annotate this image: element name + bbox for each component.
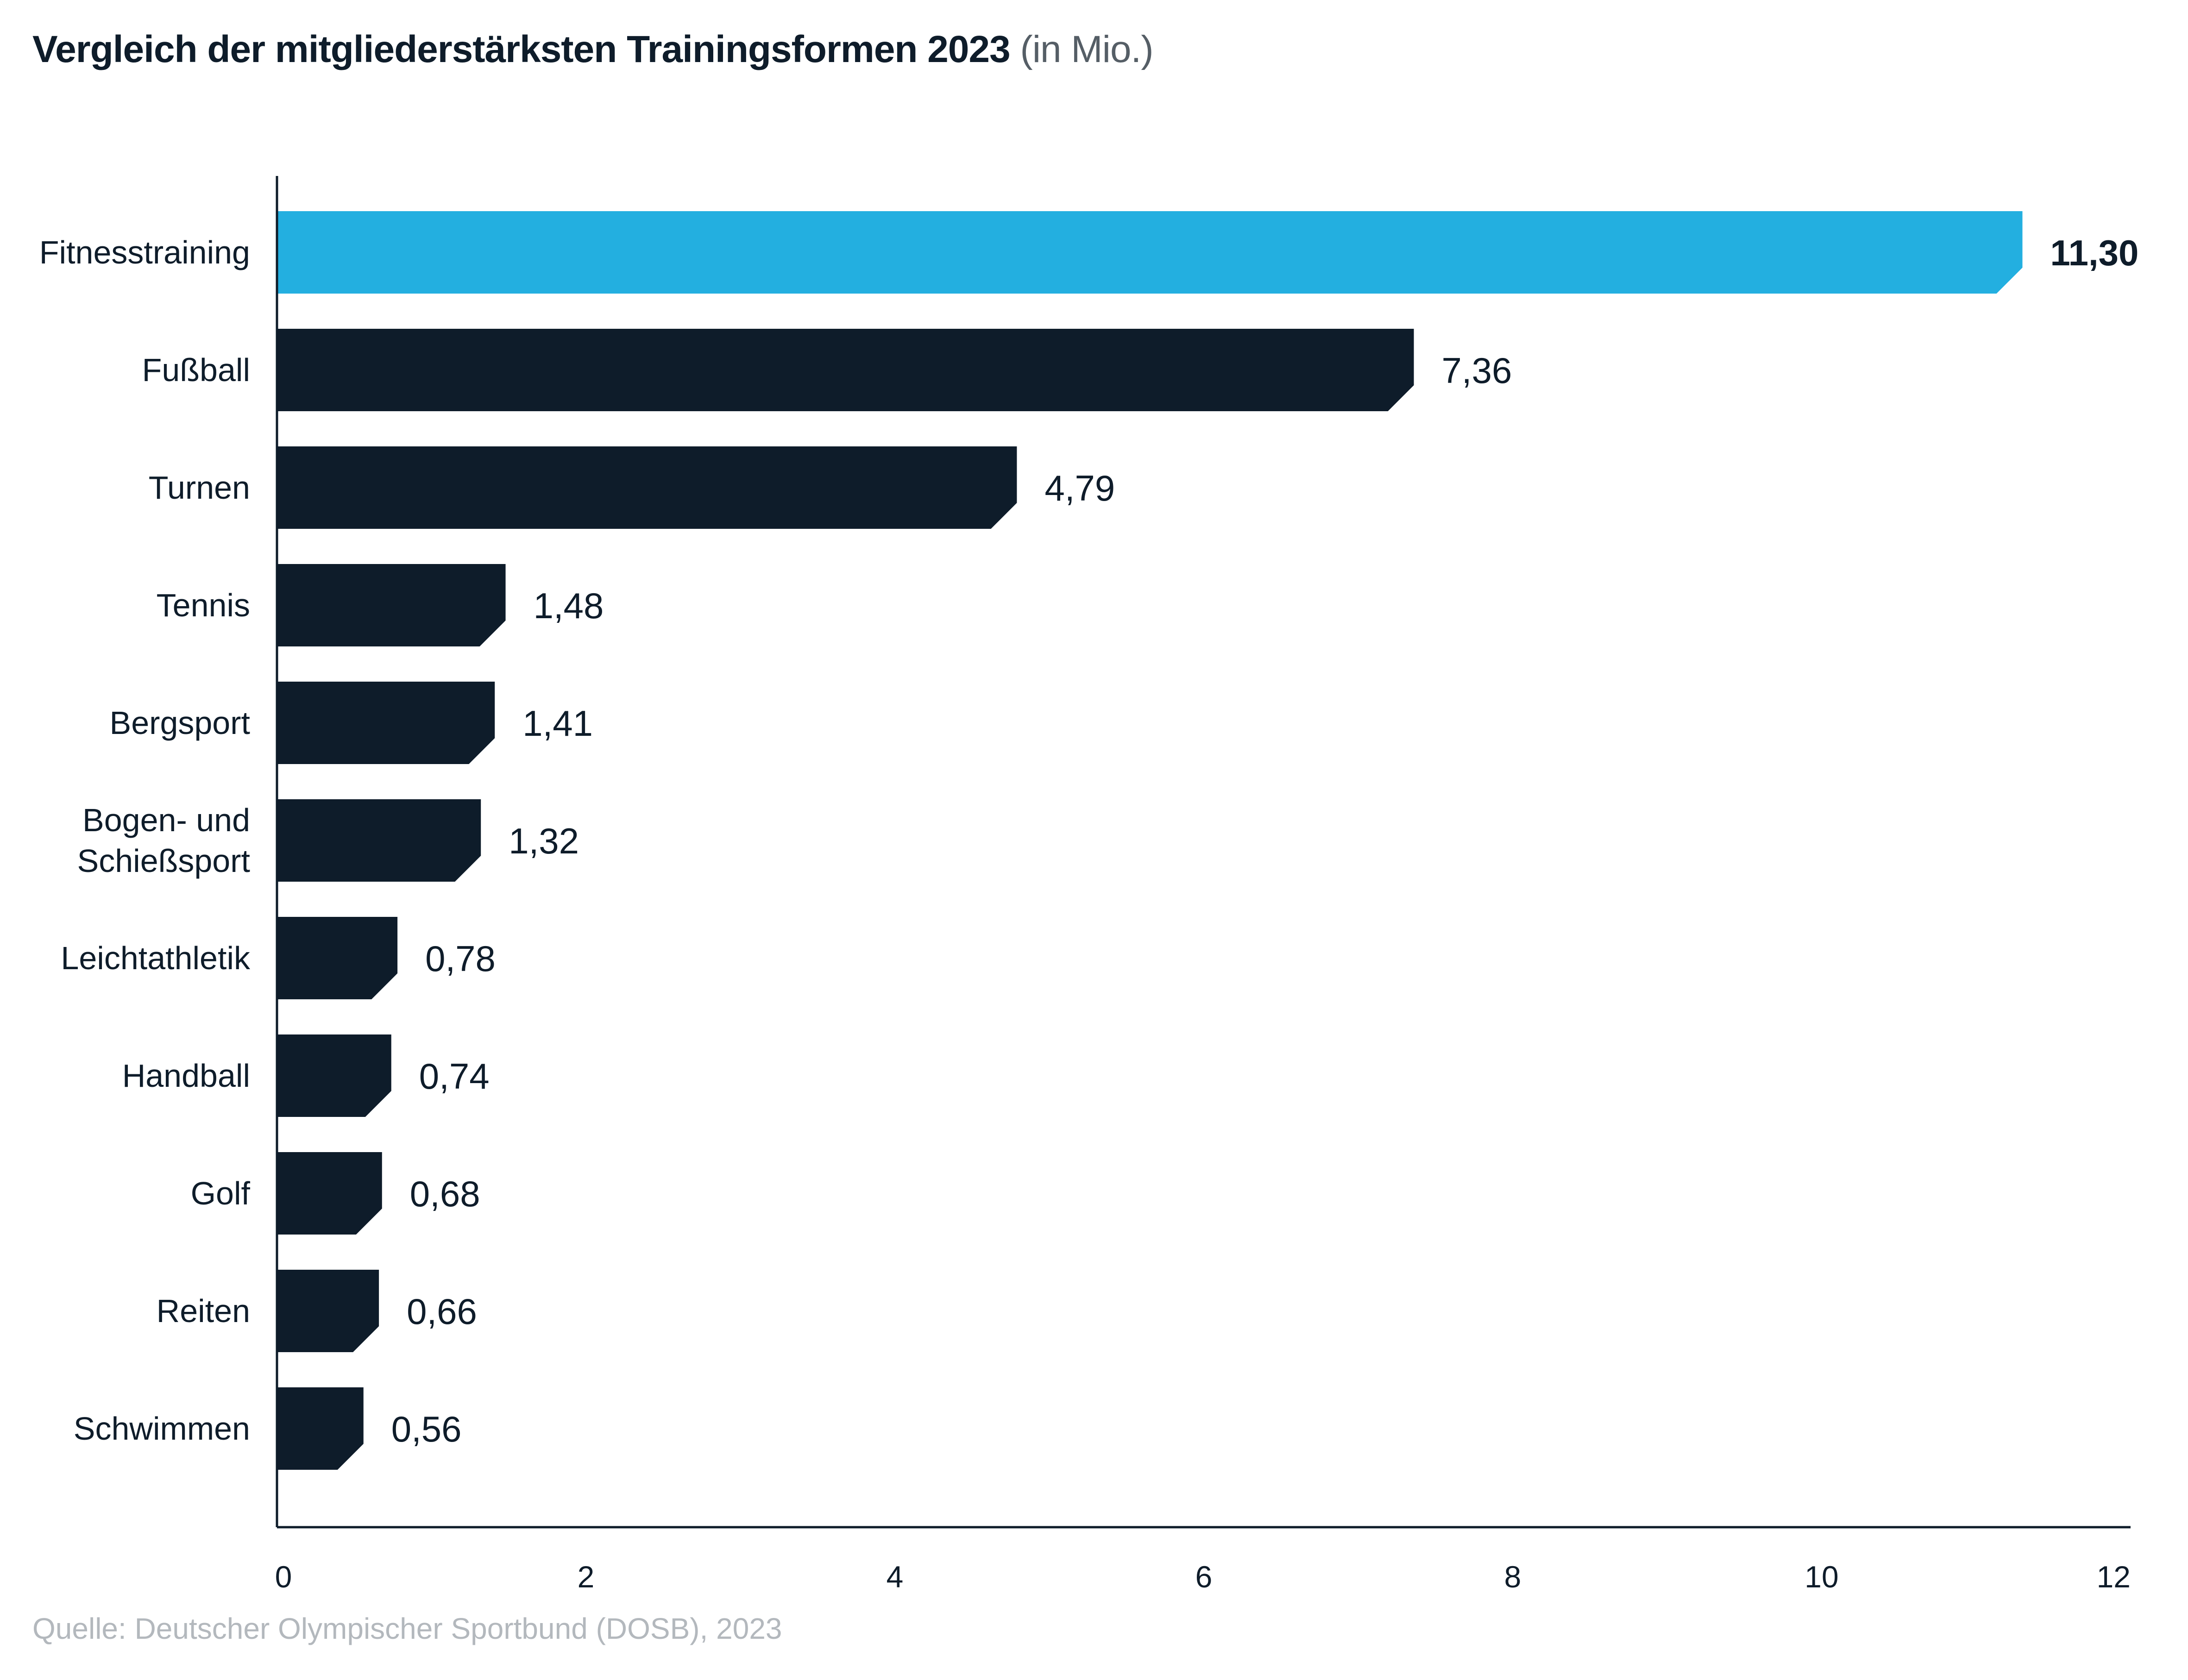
category-label-4: Bergsport bbox=[110, 705, 250, 741]
value-label-7: 0,74 bbox=[419, 1056, 490, 1097]
category-label-8: Golf bbox=[191, 1175, 251, 1211]
bar-2 bbox=[277, 446, 1017, 529]
value-label-9: 0,66 bbox=[407, 1291, 477, 1332]
bar-6 bbox=[277, 917, 398, 999]
bar-3 bbox=[277, 564, 506, 646]
value-label-1: 7,36 bbox=[1442, 350, 1512, 391]
source-note: Quelle: Deutscher Olympischer Sportbund … bbox=[32, 1612, 782, 1645]
bar-8 bbox=[277, 1152, 382, 1235]
x-tick-label-3: 6 bbox=[1195, 1560, 1213, 1594]
category-label-2: Turnen bbox=[149, 470, 250, 506]
x-tick-label-1: 2 bbox=[578, 1560, 595, 1594]
chart-title: Vergleich der mitgliederstärksten Traini… bbox=[32, 28, 1154, 71]
x-tick-label-4: 8 bbox=[1504, 1560, 1522, 1594]
axes-group bbox=[276, 176, 2131, 1529]
bar-0 bbox=[277, 211, 2023, 294]
category-label-1: Fußball bbox=[142, 352, 250, 388]
value-label-3: 1,48 bbox=[534, 585, 604, 626]
value-label-8: 0,68 bbox=[410, 1173, 480, 1214]
category-label-10: Schwimmen bbox=[74, 1410, 250, 1447]
category-label-7: Handball bbox=[122, 1058, 250, 1094]
value-label-5: 1,32 bbox=[509, 821, 579, 861]
value-label-10: 0,56 bbox=[391, 1409, 462, 1449]
value-labels-group: 11,30 7,36 4,79 1,48 1,41 1,32 0,78 0,74 0,68 0,6… bbox=[391, 232, 2139, 1449]
x-tick-label-0: 0 bbox=[275, 1560, 292, 1594]
bar-1 bbox=[277, 329, 1414, 411]
bar-10 bbox=[277, 1387, 364, 1470]
bar-4 bbox=[277, 682, 495, 764]
x-tick-label-5: 10 bbox=[1804, 1560, 1838, 1594]
category-label-0: Fitnesstraining bbox=[39, 234, 250, 270]
category-label-5: Bogen- und Schießsport bbox=[77, 802, 250, 879]
bar-9 bbox=[277, 1270, 379, 1352]
category-label-6: Leichtathletik bbox=[61, 940, 251, 976]
category-label-9: Reiten bbox=[157, 1293, 250, 1329]
x-tick-labels-group: 0 2 4 6 8 10 12 bbox=[275, 1560, 2131, 1594]
value-label-4: 1,41 bbox=[522, 703, 593, 744]
chart-title-main: Vergleich der mitgliederstärksten Traini… bbox=[32, 28, 1011, 70]
bar-7 bbox=[277, 1034, 391, 1117]
x-tick-label-2: 4 bbox=[887, 1560, 904, 1594]
category-labels-group: Fitnesstraining Fußball Turnen Tennis Bergsp… bbox=[39, 234, 251, 1447]
bars-group bbox=[277, 211, 2023, 1470]
value-label-6: 0,78 bbox=[425, 938, 496, 979]
x-tick-label-6: 12 bbox=[2097, 1560, 2131, 1594]
value-label-0: 11,30 bbox=[2050, 232, 2139, 273]
chart-title-unit: (in Mio.) bbox=[1020, 28, 1154, 70]
value-label-2: 4,79 bbox=[1044, 468, 1115, 508]
bar-5 bbox=[277, 799, 481, 882]
category-label-3: Tennis bbox=[157, 587, 250, 623]
